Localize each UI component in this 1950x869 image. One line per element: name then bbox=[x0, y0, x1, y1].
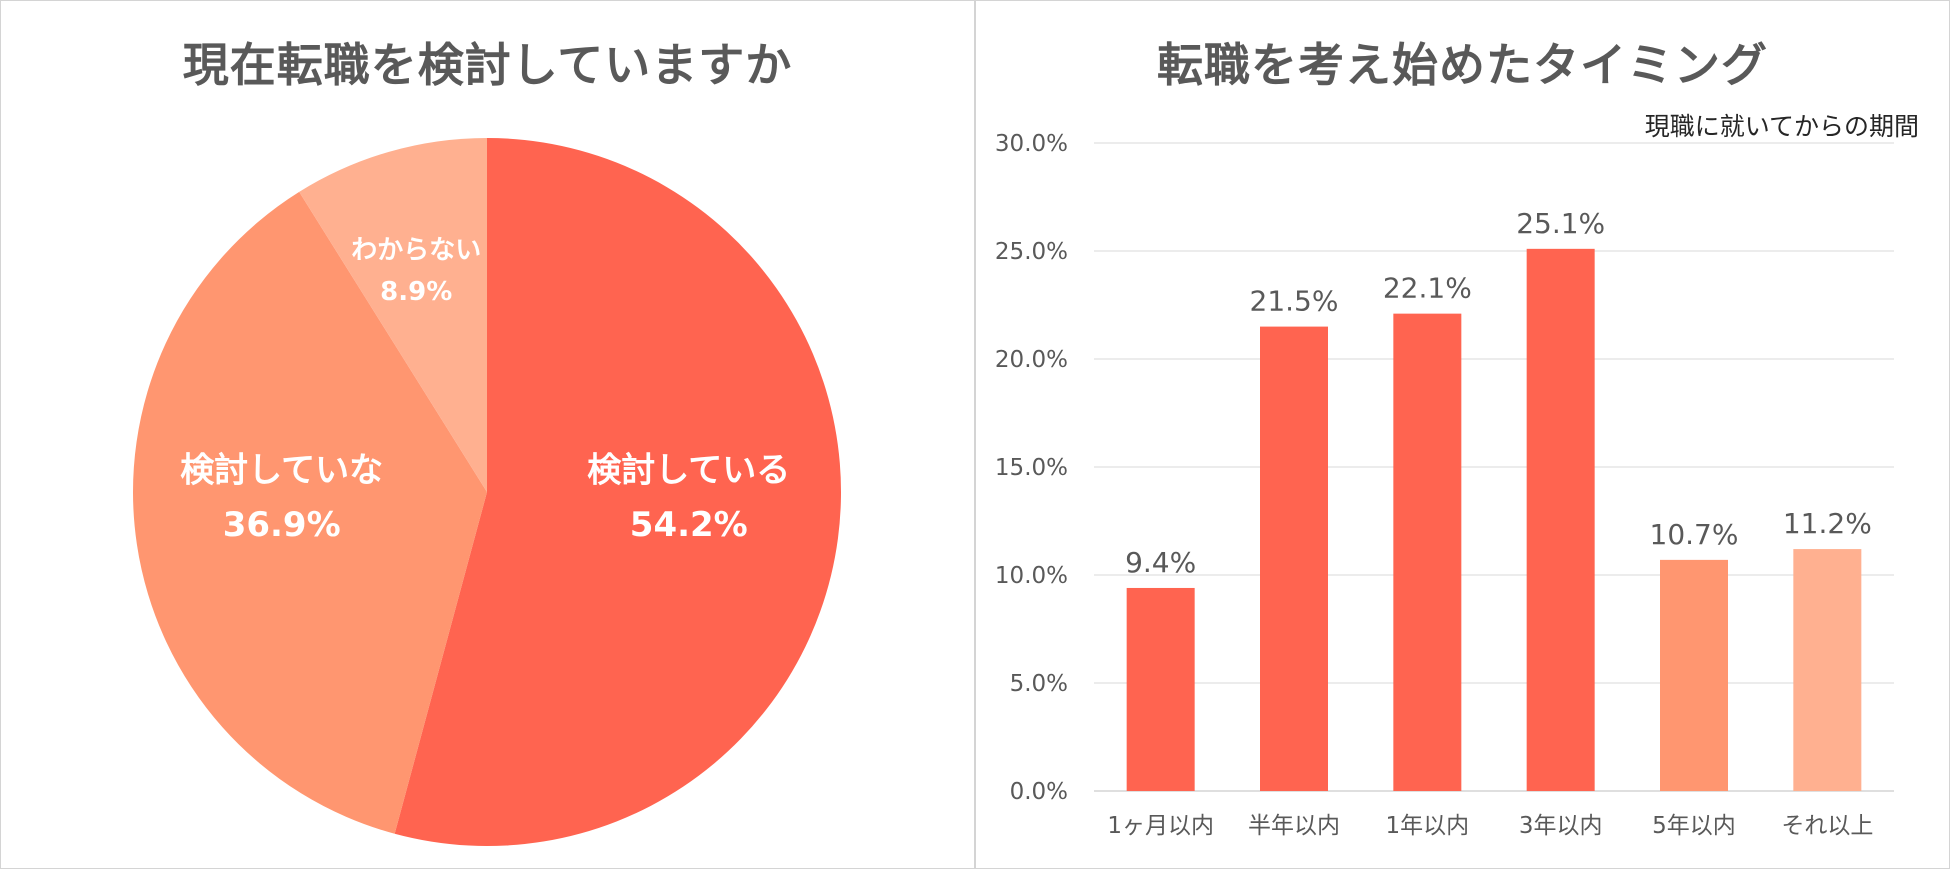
x-category-label: 1ヶ月以内 bbox=[1107, 813, 1214, 839]
pie-slice-value: 8.9% bbox=[380, 277, 452, 307]
bar-data-label: 11.2% bbox=[1783, 507, 1872, 540]
bar bbox=[1660, 559, 1728, 791]
pie-slice-label: 検討していな bbox=[180, 450, 383, 490]
pie-chart-title: 現在転職を検討していますか bbox=[182, 38, 793, 92]
y-tick-label: 20.0% bbox=[995, 347, 1068, 373]
panel-divider bbox=[974, 1, 976, 868]
pie-slice bbox=[132, 191, 487, 834]
bar-data-label: 22.1% bbox=[1383, 272, 1472, 305]
bar-chart-panel: 転職を考え始めたタイミング 現職に就いてからの期間 0.0% 5.0% 10.0% 1… bbox=[976, 1, 1949, 868]
y-tick-label: 10.0% bbox=[995, 563, 1068, 589]
pie-chart-panel: 現在転職を検討していますか 検討している 54.2% 検討していな 36.9% わからな… bbox=[1, 1, 974, 868]
bar-chart: 0.0% 5.0% 10.0% 15.0% 20.0% 25.0% 30.0% 9.4% 1ヶ月… bbox=[995, 131, 1894, 839]
y-tick-label: 0.0% bbox=[1010, 779, 1068, 805]
x-category-label: それ以上 bbox=[1781, 813, 1873, 839]
bar bbox=[1393, 313, 1462, 791]
y-tick-label: 25.0% bbox=[995, 239, 1068, 265]
bar bbox=[1526, 248, 1595, 792]
bar-data-label: 9.4% bbox=[1125, 546, 1196, 579]
bar bbox=[1260, 326, 1328, 791]
x-category-label: 1年以内 bbox=[1386, 813, 1470, 839]
bar-chart-title: 転職を考え始めたタイミング bbox=[1157, 38, 1768, 92]
pie-slice-value: 36.9% bbox=[223, 505, 341, 545]
pie-slice-value: 54.2% bbox=[630, 505, 748, 545]
x-category-label: 3年以内 bbox=[1519, 813, 1603, 839]
y-tick-label: 15.0% bbox=[995, 455, 1068, 481]
pie-slice-label: わからない bbox=[351, 235, 481, 265]
y-tick-label: 5.0% bbox=[1010, 671, 1068, 697]
x-category-label: 5年以内 bbox=[1652, 813, 1736, 839]
bar-data-label: 25.1% bbox=[1516, 207, 1605, 240]
pie-slice bbox=[299, 138, 487, 492]
y-tick-label: 30.0% bbox=[995, 131, 1068, 157]
bar-chart-subtitle: 現職に就いてからの期間 bbox=[1644, 112, 1919, 141]
bar bbox=[1126, 587, 1195, 791]
bar-data-label: 10.7% bbox=[1650, 518, 1739, 551]
pie-slice-label: 検討している bbox=[587, 450, 790, 490]
pie-slice bbox=[394, 138, 841, 847]
bar bbox=[1793, 549, 1862, 791]
pie-chart: 検討している 54.2% 検討していな 36.9% わからない 8.9% bbox=[132, 138, 841, 847]
bar-data-label: 21.5% bbox=[1250, 285, 1339, 318]
x-category-label: 半年以内 bbox=[1248, 813, 1340, 839]
